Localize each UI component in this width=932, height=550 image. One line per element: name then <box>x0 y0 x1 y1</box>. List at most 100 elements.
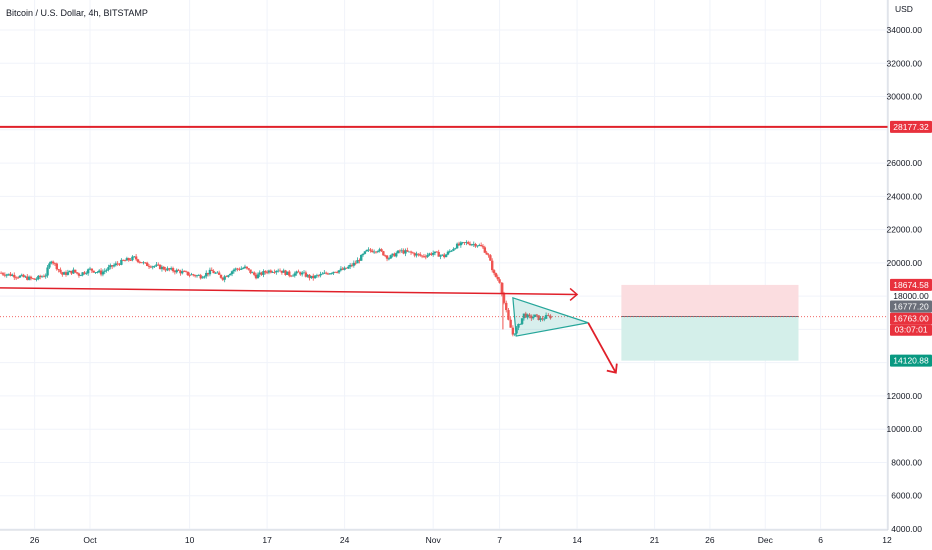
time-axis-tick: 14 <box>572 535 582 545</box>
candle-body <box>123 260 127 262</box>
candle-body <box>61 272 64 275</box>
candle-body <box>374 251 378 253</box>
candle-body <box>188 275 191 276</box>
candle-body <box>308 274 311 279</box>
candle-body <box>105 269 108 271</box>
projection-arrow-line[interactable] <box>587 322 617 374</box>
candle-body <box>367 249 370 251</box>
support-trend-line[interactable] <box>0 287 578 296</box>
candle-body <box>291 275 295 277</box>
price-axis-tick: 24000.00 <box>887 191 923 201</box>
resistance-price-tag-text: 28177.32 <box>893 122 929 132</box>
candle-body <box>182 271 186 272</box>
candle-body <box>253 272 256 275</box>
candle-body <box>31 278 35 280</box>
candle-body <box>278 270 282 272</box>
candle-body <box>184 271 188 273</box>
candle-body <box>269 270 273 273</box>
candle-body <box>260 272 263 275</box>
candle-body <box>420 255 424 257</box>
candle-body <box>481 246 485 248</box>
candle-body <box>547 315 550 316</box>
candle-body <box>341 268 344 270</box>
candle-body <box>519 324 522 325</box>
candle-body <box>513 333 516 335</box>
price-axis[interactable] <box>888 0 932 550</box>
candle-body <box>470 244 474 246</box>
candle-body <box>120 259 123 265</box>
candle-body <box>400 250 404 252</box>
candle-body <box>110 265 114 267</box>
candle-body <box>524 313 527 318</box>
candle-body <box>199 275 202 279</box>
candle-body <box>27 276 31 280</box>
candle-body <box>107 267 110 270</box>
time-axis-tick: 10 <box>185 535 195 545</box>
candle-body <box>142 262 145 264</box>
time-axis-tick: Oct <box>83 535 97 545</box>
candle-body <box>487 254 490 256</box>
candle-body <box>140 262 143 264</box>
candle-body <box>446 251 450 255</box>
candle-body <box>273 272 276 273</box>
candle-body <box>330 273 333 274</box>
candle-body <box>210 269 213 271</box>
candle-body <box>306 274 309 277</box>
candle-body <box>413 253 416 256</box>
price-axis-tick: 12000.00 <box>887 391 923 401</box>
candle-body <box>286 271 289 275</box>
candle-body <box>229 273 232 276</box>
candle-body <box>435 251 439 253</box>
candle-body <box>526 314 529 318</box>
candle-body <box>232 269 236 272</box>
candle-body <box>300 272 304 275</box>
candle-body <box>64 272 68 275</box>
candle-body <box>313 275 317 279</box>
candle-body <box>502 294 506 303</box>
candle-body <box>352 262 356 266</box>
candle-body <box>295 271 298 274</box>
candle-body <box>265 272 269 274</box>
candle-body <box>42 276 46 278</box>
candle-body <box>430 253 433 255</box>
candle-body <box>380 249 383 252</box>
resistance-price-tag <box>890 120 932 133</box>
candle-body <box>515 327 518 334</box>
candle-body <box>461 242 464 244</box>
candle-body <box>216 272 219 274</box>
price-axis-tick: 22000.00 <box>887 225 923 235</box>
candle-body <box>467 242 470 244</box>
candle-body <box>96 271 99 273</box>
candle-body <box>479 245 483 247</box>
candle-body <box>3 274 7 276</box>
candle-body <box>345 267 348 269</box>
candle-body <box>528 314 531 316</box>
stop-loss-price-tag <box>890 278 932 291</box>
candle-body <box>343 267 346 270</box>
candle-body <box>214 272 217 274</box>
candle-body <box>144 262 147 264</box>
candle-body <box>384 255 387 257</box>
candle-body <box>217 272 221 275</box>
candle-body <box>147 266 151 267</box>
take-profit-zone[interactable] <box>621 316 799 361</box>
candle-body <box>483 247 487 253</box>
candle-body <box>55 263 58 270</box>
candle-body <box>520 318 524 325</box>
candle-body <box>337 270 341 273</box>
candle-body <box>35 279 38 280</box>
candle-body <box>422 255 426 257</box>
price-axis-tick: 26000.00 <box>887 158 923 168</box>
stop-loss-zone[interactable] <box>621 284 799 317</box>
candle-body <box>358 260 361 261</box>
time-axis-tick: 24 <box>340 535 350 545</box>
candle-body <box>317 275 320 277</box>
candle-body <box>409 251 413 253</box>
candle-body <box>138 261 142 263</box>
candle-body <box>29 276 33 279</box>
currency-label: USD <box>895 4 913 14</box>
triangle-pattern[interactable] <box>512 296 589 337</box>
candle-body <box>70 270 73 274</box>
